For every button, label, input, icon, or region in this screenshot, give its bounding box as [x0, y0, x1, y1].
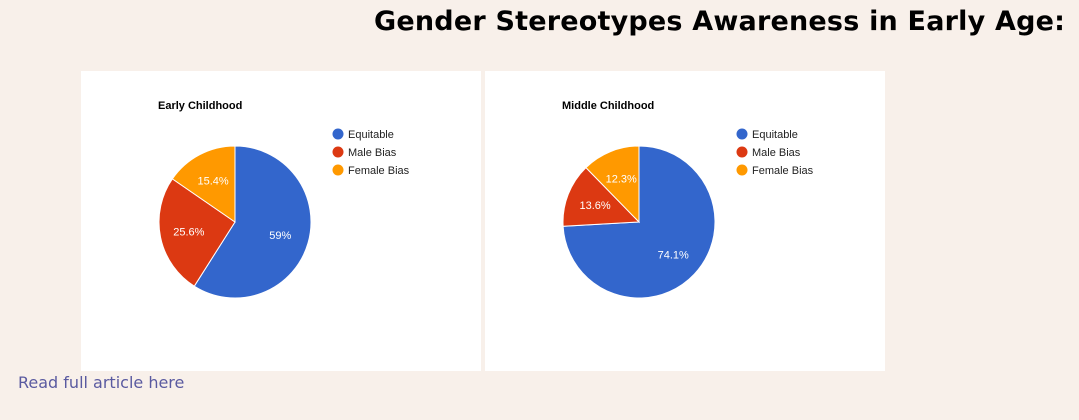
legend-marker-male-bias	[736, 146, 748, 158]
chart-title: Middle Childhood	[562, 100, 654, 112]
legend-label-male-bias: Male Bias	[348, 147, 397, 159]
pie-slice-female-bias[interactable]	[585, 145, 640, 224]
slice-label-equitable: 59%	[269, 230, 291, 242]
pie-slice-male-bias[interactable]	[562, 166, 641, 227]
slice-label-male-bias: 13.6%	[579, 200, 610, 212]
pie-slice-female-bias[interactable]	[171, 145, 236, 223]
legend-label-equitable: Equitable	[348, 129, 394, 141]
page-title: Gender Stereotypes Awareness in Early Ag…	[374, 6, 1066, 37]
pie-slice-equitable[interactable]	[193, 145, 312, 299]
legend-marker-female-bias	[736, 164, 748, 176]
legend-marker-equitable	[332, 128, 344, 140]
legend-marker-equitable	[736, 128, 748, 140]
chart-title: Early Childhood	[158, 100, 242, 112]
legend-label-female-bias: Female Bias	[348, 165, 410, 177]
legend-label-male-bias: Male Bias	[752, 147, 801, 159]
slice-label-male-bias: 25.6%	[173, 226, 204, 238]
pie-chart-early-childhood: Early Childhood 59% 25.6% 15.4% Equitable Mal…	[158, 100, 410, 299]
read-full-article-link[interactable]: Read full article here	[18, 373, 185, 392]
pie-chart-middle-childhood: Middle Childhood 74.1% 13.6% 12.3% Equitable…	[562, 100, 814, 299]
legend-marker-female-bias	[332, 164, 344, 176]
slice-label-female-bias: 15.4%	[197, 175, 228, 187]
slice-label-female-bias: 12.3%	[606, 173, 637, 185]
slice-label-equitable: 74.1%	[658, 249, 689, 261]
chart-card-early-childhood: Early Childhood 59% 25.6% 15.4% Equitable Mal…	[81, 71, 481, 371]
legend-label-female-bias: Female Bias	[752, 165, 814, 177]
legend-marker-male-bias	[332, 146, 344, 158]
legend-label-equitable: Equitable	[752, 129, 798, 141]
chart-card-middle-childhood: Middle Childhood 74.1% 13.6% 12.3% Equitable…	[485, 71, 885, 371]
pie-slice-male-bias[interactable]	[158, 178, 236, 287]
